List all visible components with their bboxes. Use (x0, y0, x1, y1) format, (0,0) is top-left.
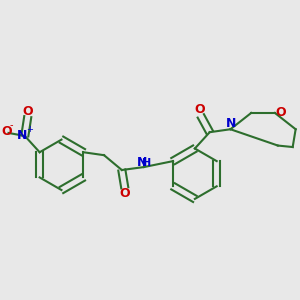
Text: +: + (26, 125, 33, 134)
Text: O: O (119, 187, 130, 200)
Text: N: N (136, 156, 147, 169)
Text: O: O (2, 125, 12, 138)
Text: O: O (275, 106, 286, 119)
Text: O: O (194, 103, 205, 116)
Text: O: O (22, 105, 33, 118)
Text: N: N (226, 117, 236, 130)
Text: H: H (142, 158, 151, 168)
Text: -: - (10, 121, 13, 130)
Text: N: N (17, 129, 28, 142)
